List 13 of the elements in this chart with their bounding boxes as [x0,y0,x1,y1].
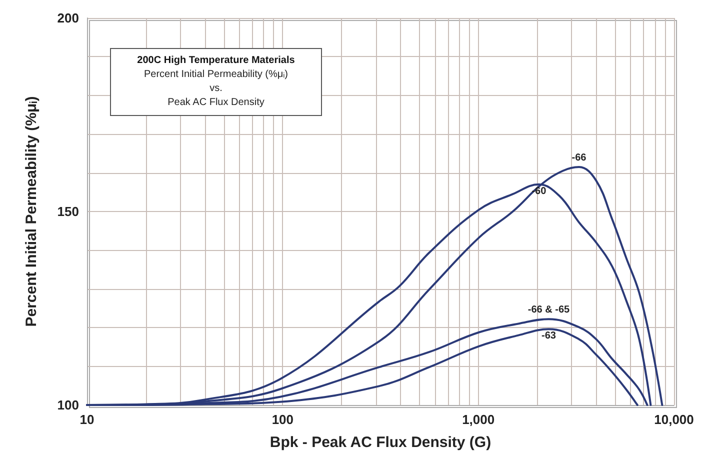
x-axis-title: Bpk - Peak AC Flux Density (G) [270,434,492,451]
x-tick-label: 10,000 [654,412,694,427]
series-label: -66 & -65 [528,304,570,316]
y-axis-title: Percent Initial Permeability (%μᵢ) [23,96,40,327]
x-tick-label: 1,000 [462,412,495,427]
series-label: -63 [542,330,556,342]
y-tick-label: 100 [57,398,79,412]
title-box: 200C High Temperature Materials Percent Initial Permeability (%μᵢ) vs. Peak AC Flux Density [110,48,322,116]
x-tick-label: 10 [80,412,94,427]
x-tick-label: 100 [272,412,294,427]
y-tick-label: 150 [57,204,79,219]
series-label: -66 [572,152,587,164]
y-tick-label: 200 [57,10,79,26]
